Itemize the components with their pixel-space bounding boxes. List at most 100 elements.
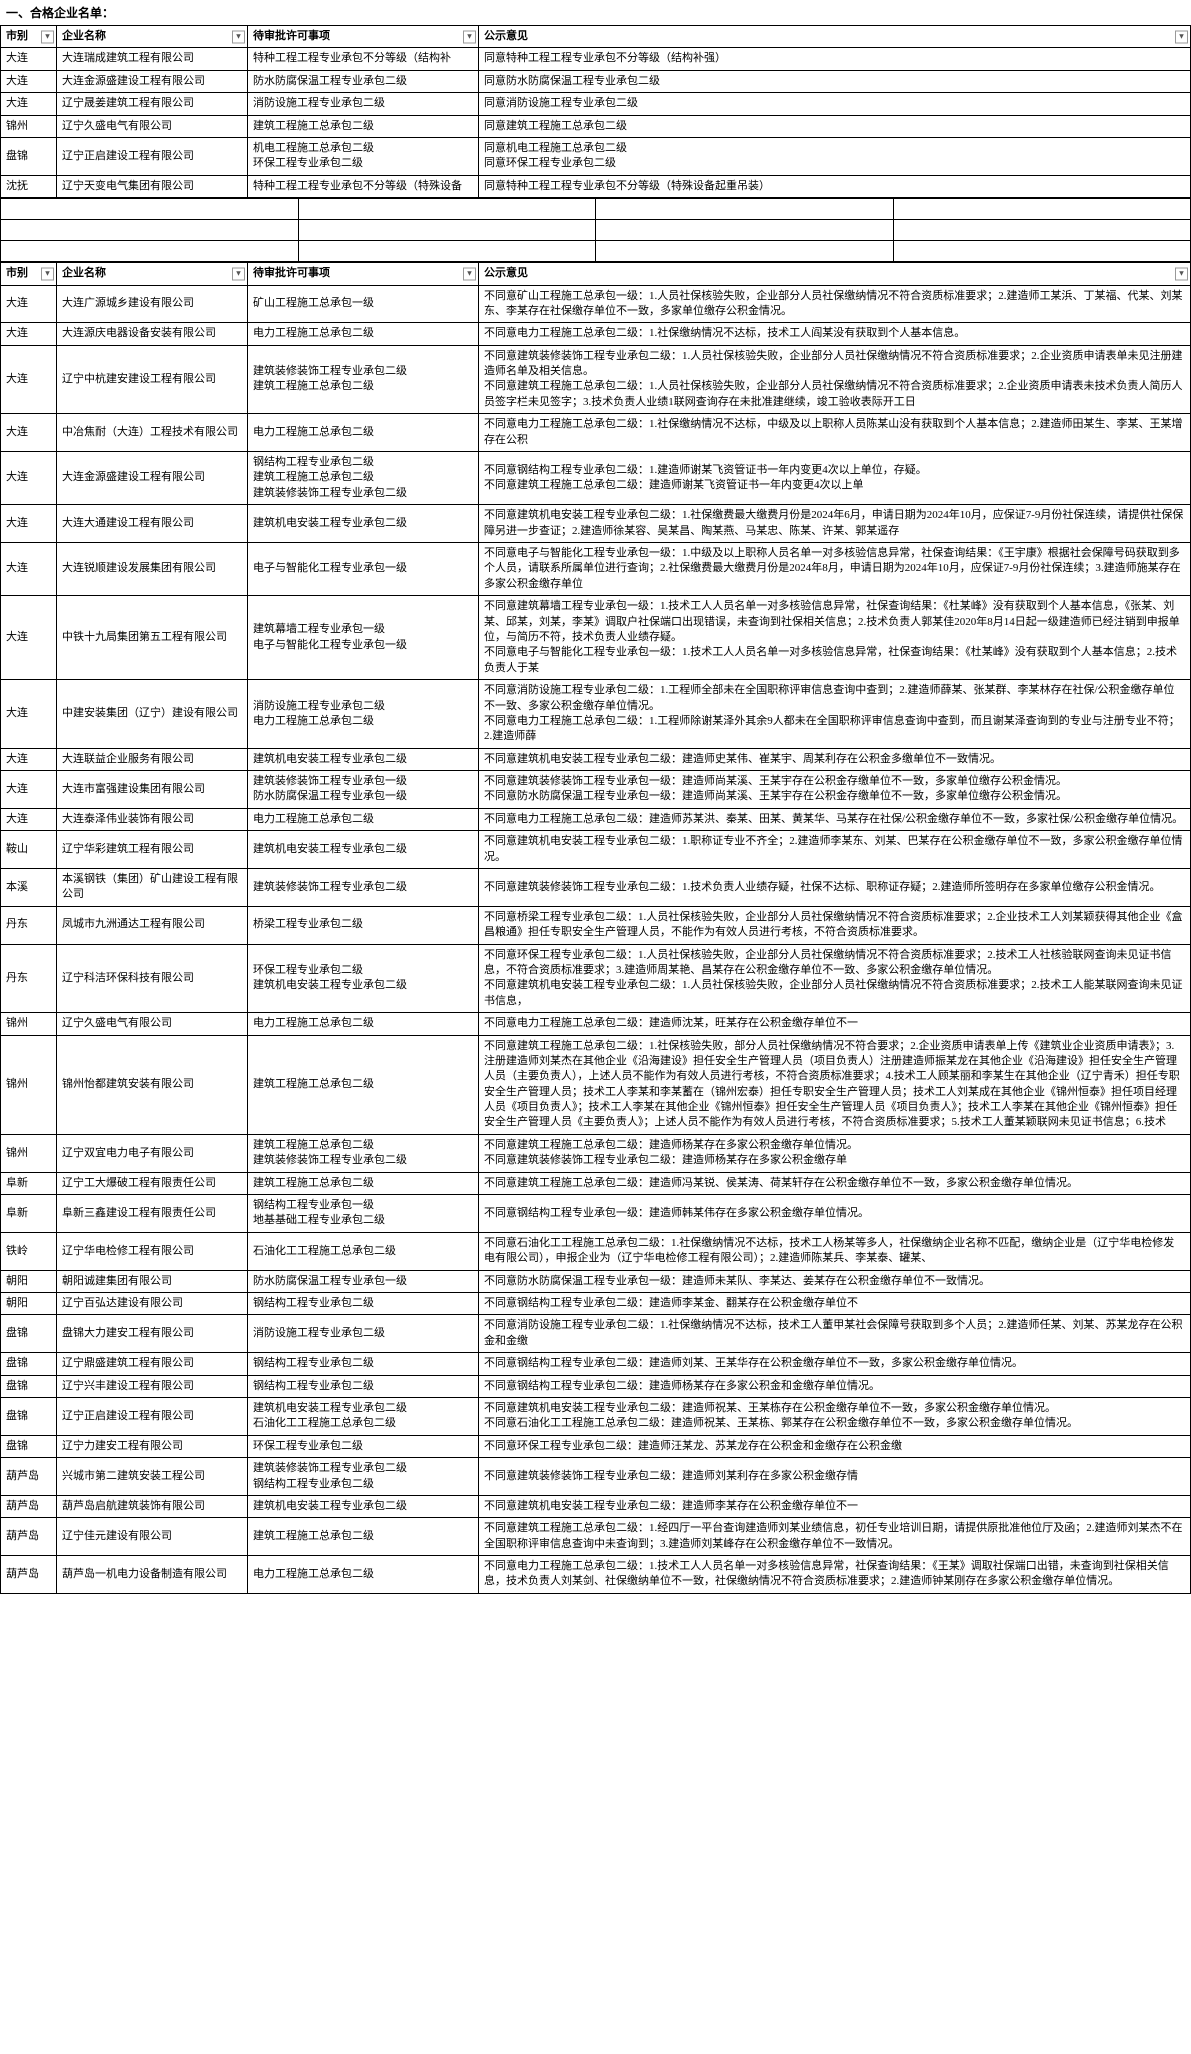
header-city[interactable]: 市别▾ (1, 263, 57, 285)
cell-city: 沈抚 (1, 175, 57, 197)
cell-city: 大连 (1, 542, 57, 595)
cell-opinion: 同意特种工程工程专业承包不分等级（结构补强） (479, 48, 1191, 70)
cell-opinion: 不同意电力工程施工总承包二级：1.技术工人人员名单一对多核验信息异常，社保查询结… (479, 1556, 1191, 1594)
table-row: 葫芦岛兴城市第二建筑安装工程公司建筑装修装饰工程专业承包二级 钢结构工程专业承包… (1, 1458, 1191, 1496)
header-item[interactable]: 待审批许可事项▾ (248, 26, 479, 48)
header-item[interactable]: 待审批许可事项▾ (248, 263, 479, 285)
table-row: 大连辽宁晟姜建筑工程有限公司消防设施工程专业承包二级同意消防设施工程专业承包二级 (1, 93, 1191, 115)
cell-company: 大连市富强建设集团有限公司 (57, 771, 248, 809)
table-unqualified: 市别▾ 企业名称▾ 待审批许可事项▾ 公示意见▾ 大连大连广源城乡建设有限公司矿… (0, 262, 1191, 1594)
cell-company: 大连联益企业服务有限公司 (57, 748, 248, 770)
cell-opinion: 不同意建筑工程施工总承包二级：1.社保核验失败，部分人员社保缴纳情况不符合要求；… (479, 1035, 1191, 1134)
table-row: 盘锦辽宁正启建设工程有限公司建筑机电安装工程专业承包二级 石油化工工程施工总承包… (1, 1397, 1191, 1435)
cell-item: 环保工程专业承包二级 (248, 1435, 479, 1457)
filter-icon[interactable]: ▾ (232, 267, 245, 280)
cell-item: 特种工程工程专业承包不分等级（特殊设备 (248, 175, 479, 197)
table-row: 大连大连金源盛建设工程有限公司防水防腐保温工程专业承包二级同意防水防腐保温工程专… (1, 70, 1191, 92)
cell-city: 大连 (1, 414, 57, 452)
table-row: 沈抚辽宁天变电气集团有限公司特种工程工程专业承包不分等级（特殊设备同意特种工程工… (1, 175, 1191, 197)
cell-company: 中冶焦耐（大连）工程技术有限公司 (57, 414, 248, 452)
table-row: 锦州锦州怡都建筑安装有限公司建筑工程施工总承包二级不同意建筑工程施工总承包二级：… (1, 1035, 1191, 1134)
filter-icon[interactable]: ▾ (463, 30, 476, 43)
filter-icon[interactable]: ▾ (232, 30, 245, 43)
cell-opinion: 不同意电力工程施工总承包二级：1.社保缴纳情况不达标，中级及以上职称人员陈某山没… (479, 414, 1191, 452)
header-opinion[interactable]: 公示意见▾ (479, 26, 1191, 48)
cell-company: 辽宁天变电气集团有限公司 (57, 175, 248, 197)
cell-opinion: 不同意建筑装修装饰工程专业承包二级：1.人员社保核验失败，企业部分人员社保缴纳情… (479, 345, 1191, 414)
cell-opinion: 不同意建筑机电安装工程专业承包二级：1.职称证专业不齐全；2.建造师李某东、刘某… (479, 831, 1191, 869)
table-row: 大连中建安装集团（辽宁）建设有限公司消防设施工程专业承包二级 电力工程施工总承包… (1, 680, 1191, 749)
cell-item: 建筑工程施工总承包二级 (248, 1035, 479, 1134)
header-company[interactable]: 企业名称▾ (57, 263, 248, 285)
cell-company: 阜新三鑫建设工程有限责任公司 (57, 1195, 248, 1233)
filter-icon[interactable]: ▾ (41, 267, 54, 280)
section-title: 一、合格企业名单： (0, 0, 1191, 25)
filter-icon[interactable]: ▾ (1175, 30, 1188, 43)
table-qualified: 市别▾ 企业名称▾ 待审批许可事项▾ 公示意见▾ 大连大连瑞成建筑工程有限公司特… (0, 25, 1191, 198)
cell-item: 建筑机电安装工程专业承包二级 石油化工工程施工总承包二级 (248, 1397, 479, 1435)
cell-item: 消防设施工程专业承包二级 电力工程施工总承包二级 (248, 680, 479, 749)
cell-item: 建筑机电安装工程专业承包二级 (248, 505, 479, 543)
filter-icon[interactable]: ▾ (463, 267, 476, 280)
cell-city: 盘锦 (1, 137, 57, 175)
table-row: 大连中冶焦耐（大连）工程技术有限公司电力工程施工总承包二级不同意电力工程施工总承… (1, 414, 1191, 452)
cell-city: 大连 (1, 680, 57, 749)
header-opinion[interactable]: 公示意见▾ (479, 263, 1191, 285)
cell-city: 锦州 (1, 1013, 57, 1035)
cell-opinion: 不同意钢结构工程专业承包一级：建造师韩某伟存在多家公积金缴存单位情况。 (479, 1195, 1191, 1233)
cell-city: 葫芦岛 (1, 1556, 57, 1594)
cell-opinion: 不同意建筑工程施工总承包二级：建造师杨某存在多家公积金缴存单位情况。 不同意建筑… (479, 1134, 1191, 1172)
cell-company: 辽宁工大爆破工程有限责任公司 (57, 1172, 248, 1194)
cell-opinion: 同意机电工程施工总承包二级 同意环保工程专业承包二级 (479, 137, 1191, 175)
cell-item: 电子与智能化工程专业承包一级 (248, 542, 479, 595)
cell-item: 电力工程施工总承包二级 (248, 808, 479, 830)
cell-company: 大连金源盛建设工程有限公司 (57, 452, 248, 505)
cell-item: 环保工程专业承包二级 建筑机电安装工程专业承包二级 (248, 944, 479, 1013)
cell-item: 建筑幕墙工程专业承包一级 电子与智能化工程专业承包一级 (248, 596, 479, 680)
cell-city: 鞍山 (1, 831, 57, 869)
header-city[interactable]: 市别▾ (1, 26, 57, 48)
cell-opinion: 不同意电子与智能化工程专业承包一级：1.中级及以上职称人员名单一对多核验信息异常… (479, 542, 1191, 595)
cell-city: 朝阳 (1, 1270, 57, 1292)
table-row: 锦州辽宁久盛电气有限公司建筑工程施工总承包二级同意建筑工程施工总承包二级 (1, 115, 1191, 137)
cell-city: 盘锦 (1, 1315, 57, 1353)
cell-city: 大连 (1, 323, 57, 345)
cell-company: 凤城市九洲通达工程有限公司 (57, 906, 248, 944)
filter-icon[interactable]: ▾ (41, 30, 54, 43)
cell-city: 盘锦 (1, 1375, 57, 1397)
cell-item: 建筑装修装饰工程专业承包二级 建筑工程施工总承包二级 (248, 345, 479, 414)
table-spacer (0, 198, 1191, 262)
cell-item: 机电工程施工总承包二级 环保工程专业承包二级 (248, 137, 479, 175)
table-row: 丹东辽宁科洁环保科技有限公司环保工程专业承包二级 建筑机电安装工程专业承包二级不… (1, 944, 1191, 1013)
cell-company: 辽宁科洁环保科技有限公司 (57, 944, 248, 1013)
cell-company: 辽宁力建安工程有限公司 (57, 1435, 248, 1457)
table-row: 葫芦岛葫芦岛启航建筑装饰有限公司建筑机电安装工程专业承包二级不同意建筑机电安装工… (1, 1495, 1191, 1517)
cell-opinion: 不同意建筑工程施工总承包二级：建造师冯某锐、侯某涛、荷某轩存在公积金缴存单位不一… (479, 1172, 1191, 1194)
cell-company: 大连广源城乡建设有限公司 (57, 285, 248, 323)
cell-company: 辽宁华电检修工程有限公司 (57, 1232, 248, 1270)
cell-item: 钢结构工程专业承包二级 (248, 1353, 479, 1375)
cell-item: 电力工程施工总承包二级 (248, 414, 479, 452)
header-company[interactable]: 企业名称▾ (57, 26, 248, 48)
cell-opinion: 同意消防设施工程专业承包二级 (479, 93, 1191, 115)
cell-city: 葫芦岛 (1, 1495, 57, 1517)
cell-item: 建筑工程施工总承包二级 (248, 1172, 479, 1194)
cell-city: 锦州 (1, 1134, 57, 1172)
cell-city: 本溪 (1, 869, 57, 907)
cell-item: 钢结构工程专业承包二级 建筑工程施工总承包二级 建筑装修装饰工程专业承包二级 (248, 452, 479, 505)
cell-company: 本溪钢铁（集团）矿山建设工程有限公司 (57, 869, 248, 907)
cell-opinion: 不同意建筑机电安装工程专业承包二级：建造师李某存在公积金缴存单位不一 (479, 1495, 1191, 1517)
filter-icon[interactable]: ▾ (1175, 267, 1188, 280)
table-row: 大连辽宁中杭建安建设工程有限公司建筑装修装饰工程专业承包二级 建筑工程施工总承包… (1, 345, 1191, 414)
cell-company: 辽宁兴丰建设工程有限公司 (57, 1375, 248, 1397)
cell-item: 钢结构工程专业承包二级 (248, 1293, 479, 1315)
cell-opinion: 同意建筑工程施工总承包二级 (479, 115, 1191, 137)
cell-company: 辽宁久盛电气有限公司 (57, 1013, 248, 1035)
table-row: 大连大连市富强建设集团有限公司建筑装修装饰工程专业承包一级 防水防腐保温工程专业… (1, 771, 1191, 809)
cell-company: 辽宁鼎盛建筑工程有限公司 (57, 1353, 248, 1375)
cell-city: 大连 (1, 48, 57, 70)
cell-city: 大连 (1, 748, 57, 770)
cell-item: 建筑工程施工总承包二级 建筑装修装饰工程专业承包二级 (248, 1134, 479, 1172)
cell-item: 桥梁工程专业承包二级 (248, 906, 479, 944)
cell-opinion: 不同意消防设施工程专业承包二级：1.工程师全部未在全国职称评审信息查询中查到；2… (479, 680, 1191, 749)
